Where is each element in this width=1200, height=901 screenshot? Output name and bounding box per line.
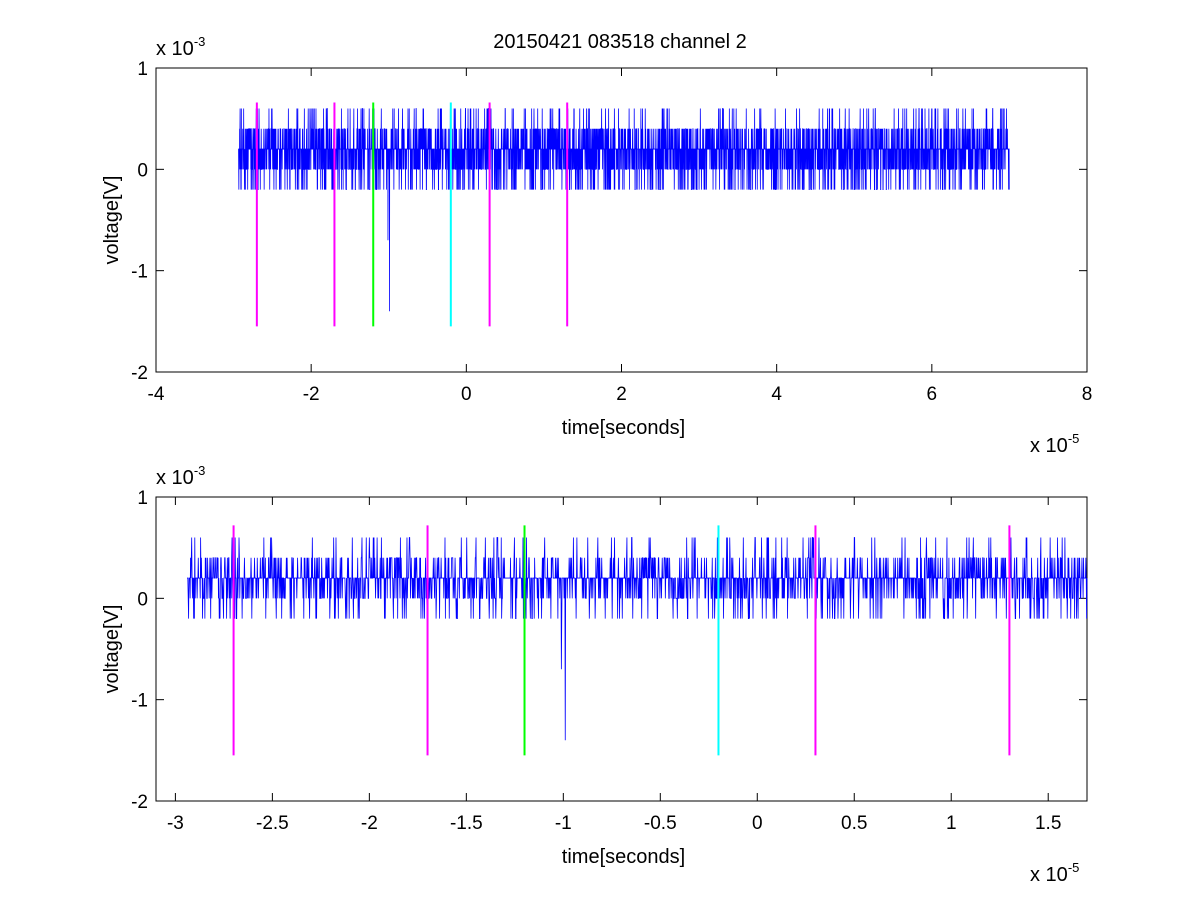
signal-trace [238,108,1010,312]
axes-frame [155,496,1088,802]
y-tick-label: 0 [137,160,148,181]
x-tick-label: 4 [771,384,782,405]
x-tick-label: -2 [361,813,378,834]
x-tick-label: 8 [1082,384,1093,405]
x-tick-label: 0.5 [841,813,867,834]
x-exponent-base: x 10 [1030,435,1068,457]
axes-top: -4 -2 0 2 4 6 8-2-101time[seconds]voltage[V]x … [101,34,1092,457]
y-exponent-label: x 10-3 [156,463,205,489]
x-tick-label: 6 [927,384,938,405]
x-tick-label: -2.5 [256,813,289,834]
x-tick-label: -1 [555,813,572,834]
y-tick-label: -1 [131,691,148,712]
y-tick-label: 0 [137,589,148,610]
y-axis-label: voltage[V] [101,176,123,265]
y-exponent-power: -3 [194,463,206,478]
y-exponent-power: -3 [194,34,206,49]
y-tick-label: -1 [131,262,148,283]
y-exponent-base: x 10 [156,38,194,60]
y-exponent-label: x 10-3 [156,34,205,60]
x-exponent-power: -5 [1068,860,1080,875]
x-tick-label: 2 [616,384,627,405]
y-tick-label: 1 [137,488,148,509]
x-tick-label: -3 [167,813,184,834]
y-tick-label: 1 [137,59,148,80]
x-exponent-base: x 10 [1030,864,1068,886]
y-tick-label: -2 [131,792,148,813]
x-tick-label: 0 [752,813,763,834]
x-exponent-label: x 10-5 [1030,860,1079,886]
x-tick-label: 1.5 [1035,813,1061,834]
x-axis-label: time[seconds] [562,846,685,868]
axes-bottom: -3 -2.5 -2 -1.5 -1 -0.5 0 0.5 1 1.5 -2 -1 0 1 time[sec… [101,463,1088,886]
x-exponent-label: x 10-5 [1030,431,1079,457]
x-tick-label: -4 [148,384,165,405]
x-tick-label: 1 [946,813,957,834]
x-tick-label: -0.5 [644,813,677,834]
x-exponent-power: -5 [1068,431,1080,446]
y-axis-label: voltage[V] [101,605,123,694]
x-tick-label: -2 [303,384,320,405]
x-axis-label: time[seconds] [562,417,685,439]
x-tick-label: -1.5 [450,813,483,834]
x-tick-label: 0 [461,384,472,405]
y-exponent-base: x 10 [156,467,194,489]
signal-trace [187,537,1088,741]
chart-title: 20150421 083518 channel 2 [493,31,747,53]
y-tick-label: -2 [131,363,148,384]
